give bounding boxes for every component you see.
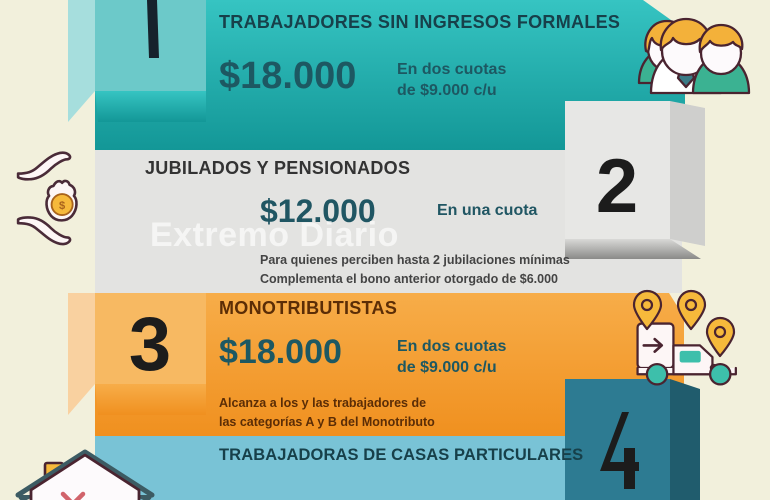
svg-text:2: 2 bbox=[596, 144, 638, 229]
svg-text:$: $ bbox=[59, 200, 66, 212]
svg-text:3: 3 bbox=[129, 302, 171, 387]
